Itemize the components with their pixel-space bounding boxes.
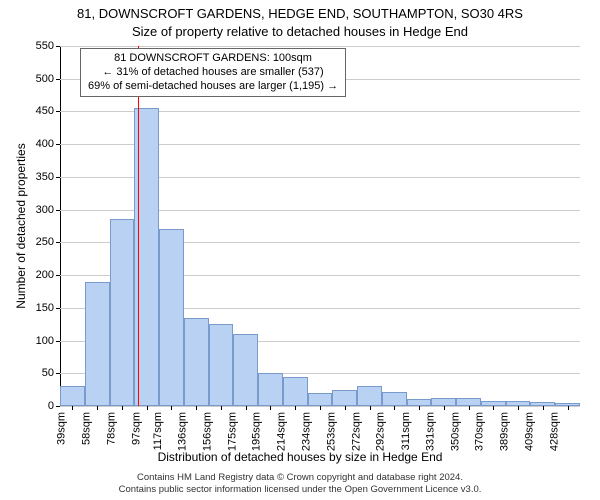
histogram-bar xyxy=(283,377,308,406)
histogram-bar xyxy=(357,386,382,406)
annotation-line-2: ← 31% of detached houses are smaller (53… xyxy=(88,66,338,80)
x-axis-label: Distribution of detached houses by size … xyxy=(0,450,600,464)
y-tick-label: 200 xyxy=(36,269,54,281)
histogram-bar xyxy=(85,282,110,406)
x-tick xyxy=(345,406,346,410)
y-tick xyxy=(56,144,60,145)
y-tick xyxy=(56,177,60,178)
x-tick-label: 136sqm xyxy=(177,412,189,451)
y-tick-label: 0 xyxy=(48,400,54,412)
property-annotation-box: 81 DOWNSCROFT GARDENS: 100sqm ← 31% of d… xyxy=(80,48,346,97)
histogram-bar xyxy=(60,386,85,406)
x-tick-label: 331sqm xyxy=(424,412,436,451)
x-tick-label: 350sqm xyxy=(449,412,461,451)
y-tick-label: 350 xyxy=(36,171,54,183)
x-tick-label: 292sqm xyxy=(375,412,387,451)
histogram-bar xyxy=(332,390,357,406)
y-tick xyxy=(56,373,60,374)
x-tick-label: 311sqm xyxy=(400,412,412,450)
x-tick xyxy=(493,406,494,410)
x-tick-label: 370sqm xyxy=(474,412,486,451)
annotation-line-1: 81 DOWNSCROFT GARDENS: 100sqm xyxy=(88,52,338,66)
x-tick xyxy=(370,406,371,410)
x-tick xyxy=(419,406,420,410)
y-axis-spine xyxy=(60,46,61,406)
plot-inner: 05010015020025030035040045050055039sqm58… xyxy=(60,46,580,406)
attribution-footer: Contains HM Land Registry data © Crown c… xyxy=(0,472,600,496)
x-tick-label: 78sqm xyxy=(105,412,117,445)
property-marker-line xyxy=(138,46,139,406)
y-tick xyxy=(56,46,60,47)
x-tick xyxy=(171,406,172,410)
y-tick xyxy=(56,275,60,276)
x-tick xyxy=(196,406,197,410)
histogram-bar xyxy=(382,392,407,406)
x-tick-label: 58sqm xyxy=(81,412,93,445)
histogram-bar xyxy=(209,324,234,406)
x-tick-label: 428sqm xyxy=(548,412,560,451)
histogram-bar xyxy=(110,219,135,406)
y-tick xyxy=(56,111,60,112)
histogram-bar xyxy=(233,334,258,406)
y-tick-label: 150 xyxy=(36,302,54,314)
x-tick xyxy=(72,406,73,410)
y-tick xyxy=(56,242,60,243)
x-tick xyxy=(270,406,271,410)
x-tick-label: 117sqm xyxy=(152,412,164,450)
y-tick xyxy=(56,79,60,80)
y-tick-label: 550 xyxy=(36,40,54,52)
x-tick xyxy=(221,406,222,410)
x-tick-label: 195sqm xyxy=(251,412,263,451)
histogram-bar xyxy=(431,398,456,406)
footer-line-2: Contains public sector information licen… xyxy=(0,484,600,496)
x-tick xyxy=(394,406,395,410)
x-tick-label: 214sqm xyxy=(276,412,288,451)
y-tick-label: 500 xyxy=(36,73,54,85)
plot-area: 05010015020025030035040045050055039sqm58… xyxy=(60,46,580,406)
x-tick xyxy=(320,406,321,410)
x-tick xyxy=(246,406,247,410)
x-tick-label: 97sqm xyxy=(130,412,142,445)
x-tick-label: 409sqm xyxy=(523,412,535,451)
x-tick xyxy=(97,406,98,410)
y-tick-label: 300 xyxy=(36,204,54,216)
chart-title: 81, DOWNSCROFT GARDENS, HEDGE END, SOUTH… xyxy=(0,6,600,21)
x-tick xyxy=(444,406,445,410)
x-tick-label: 175sqm xyxy=(226,412,238,451)
x-tick xyxy=(469,406,470,410)
y-tick-label: 250 xyxy=(36,236,54,248)
y-tick xyxy=(56,210,60,211)
x-tick-label: 253sqm xyxy=(325,412,337,451)
footer-line-1: Contains HM Land Registry data © Crown c… xyxy=(0,472,600,484)
histogram-bar xyxy=(308,393,333,406)
y-tick-label: 50 xyxy=(42,367,54,379)
y-tick xyxy=(56,308,60,309)
y-tick xyxy=(56,341,60,342)
x-tick xyxy=(543,406,544,410)
histogram-bar xyxy=(184,318,209,406)
y-tick-label: 450 xyxy=(36,105,54,117)
x-tick xyxy=(568,406,569,410)
y-tick-label: 400 xyxy=(36,138,54,150)
y-tick xyxy=(56,406,60,407)
histogram-bar xyxy=(456,398,481,406)
chart-container: 81, DOWNSCROFT GARDENS, HEDGE END, SOUTH… xyxy=(0,0,600,500)
x-tick xyxy=(147,406,148,410)
x-tick xyxy=(518,406,519,410)
x-tick-label: 39sqm xyxy=(56,412,68,445)
chart-subtitle: Size of property relative to detached ho… xyxy=(0,24,600,39)
x-tick-label: 156sqm xyxy=(201,412,213,451)
x-tick-label: 272sqm xyxy=(350,412,362,451)
y-tick-label: 100 xyxy=(36,335,54,347)
y-axis-label: Number of detached properties xyxy=(14,143,28,308)
histogram-bar xyxy=(159,229,184,406)
x-tick xyxy=(122,406,123,410)
annotation-line-3: 69% of semi-detached houses are larger (… xyxy=(88,80,338,94)
x-tick-label: 389sqm xyxy=(499,412,511,451)
histogram-bar xyxy=(258,373,283,406)
x-tick-label: 234sqm xyxy=(300,412,312,451)
x-tick xyxy=(295,406,296,410)
